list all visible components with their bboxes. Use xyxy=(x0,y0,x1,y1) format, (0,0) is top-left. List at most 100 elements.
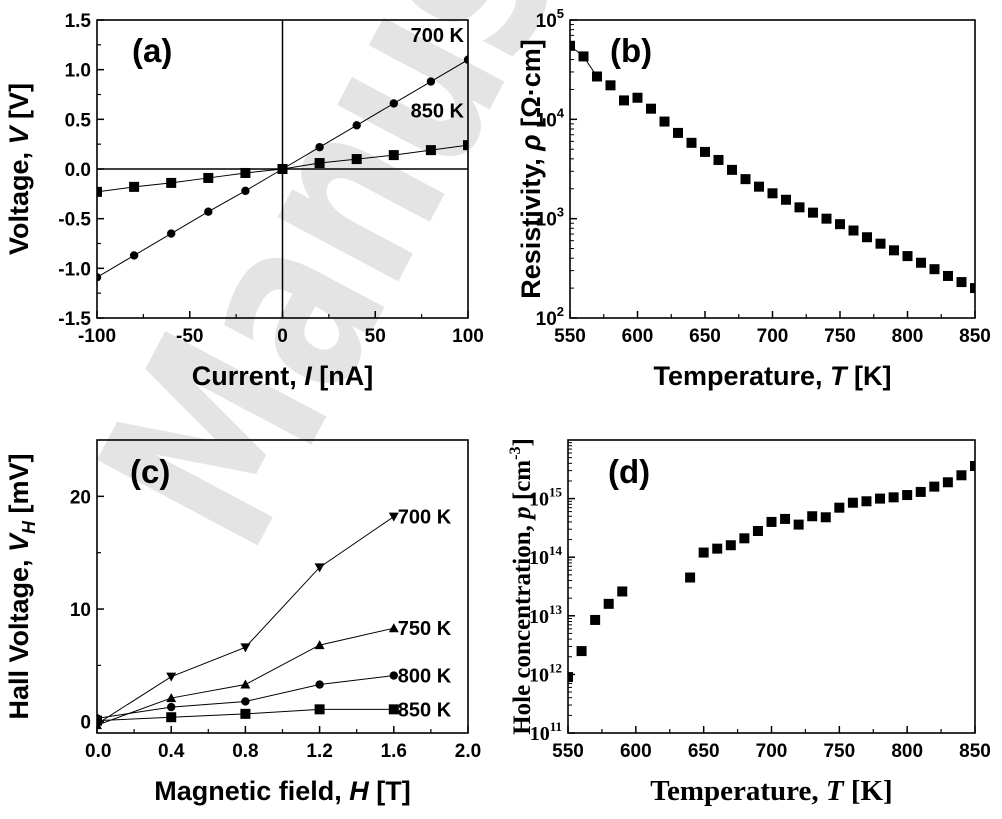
y-tick-label: 1011 xyxy=(530,719,562,745)
data-point xyxy=(388,704,399,715)
y-tick-exponent: 2 xyxy=(557,304,564,319)
y-tick-label: 1014 xyxy=(529,543,563,569)
x-axis-ticks: 0.0 0.4 0.8 1.2 1.6 2.0 xyxy=(85,726,481,762)
y-tick-base: 10 xyxy=(529,606,549,628)
x-tick-label: 100 xyxy=(452,326,484,347)
x-axis-label-variable: I xyxy=(304,361,312,391)
data-point xyxy=(129,251,139,260)
data-point xyxy=(166,177,177,188)
data-point xyxy=(929,481,940,492)
data-point xyxy=(739,533,750,544)
y-axis-label: Hole concentration, p [cm-3] xyxy=(507,438,536,735)
data-point xyxy=(727,164,737,175)
x-axis-label-unit: [K] xyxy=(847,361,892,391)
data-point xyxy=(166,693,177,703)
data-point xyxy=(835,219,845,230)
data-point xyxy=(97,186,102,197)
y-tick-label: -0.5 xyxy=(58,210,91,231)
y-tick-exponent: 14 xyxy=(549,543,563,558)
x-tick-label: 800 xyxy=(891,741,923,762)
data-point xyxy=(241,697,250,706)
y-tick-base: 10 xyxy=(536,11,557,32)
data-point xyxy=(389,671,398,680)
data-point xyxy=(388,150,399,161)
data-point xyxy=(166,672,177,682)
y-axis-ticks: 0 10 20 xyxy=(70,487,104,734)
y-axis-label-variable: p xyxy=(509,506,536,521)
data-point xyxy=(315,680,324,689)
x-axis-label: Temperature, T [K] xyxy=(650,775,892,807)
data-point xyxy=(389,99,398,108)
data-point xyxy=(861,496,872,507)
data-point xyxy=(834,502,845,513)
data-point xyxy=(352,121,361,130)
y-tick-exponent: 5 xyxy=(557,6,564,21)
data-point xyxy=(725,540,736,551)
data-point xyxy=(970,461,975,472)
y-axis-label-close: ] xyxy=(509,438,536,446)
y-tick-base: 10 xyxy=(536,210,557,231)
data-point xyxy=(576,646,587,657)
data-point xyxy=(915,486,926,497)
data-point xyxy=(632,92,643,103)
x-axis-label: Magnetic field, H [T] xyxy=(154,776,411,806)
x-tick-label: 550 xyxy=(554,326,586,347)
y-tick-exponent: 12 xyxy=(549,660,562,675)
x-tick-label: 800 xyxy=(892,326,924,347)
data-point xyxy=(314,704,325,715)
series-label: 700 K xyxy=(411,25,465,47)
data-point xyxy=(673,127,683,138)
data-point xyxy=(713,154,724,165)
panel-d: 550 600 650 700 750 800 8501011101210131014101… xyxy=(507,438,991,807)
data-point xyxy=(314,640,325,650)
data-point xyxy=(578,51,589,62)
data-point xyxy=(277,164,288,174)
y-tick-base: 10 xyxy=(536,309,557,330)
panel-label: (c) xyxy=(130,453,170,490)
series-label: 700 K xyxy=(398,507,452,529)
data-point xyxy=(314,158,325,169)
x-axis-ticks: -100 -50 0 50 100 xyxy=(78,311,484,347)
y-axis-label-unit: [Ω·cm] xyxy=(516,39,546,134)
data-point xyxy=(686,137,697,148)
x-tick-label: -100 xyxy=(78,326,116,347)
data-point xyxy=(204,207,213,216)
data-point xyxy=(740,174,751,185)
data-point xyxy=(388,623,399,633)
data-point xyxy=(592,71,602,82)
x-axis-label-text: Magnetic field, xyxy=(154,776,349,806)
data-point xyxy=(240,167,251,178)
x-tick-label: 700 xyxy=(756,741,788,762)
series-label: 850 K xyxy=(411,100,465,122)
data-point xyxy=(605,80,616,91)
y-tick-label: 1013 xyxy=(529,602,563,628)
data-point xyxy=(617,586,628,597)
y-tick-label: 1015 xyxy=(529,485,563,511)
y-tick-base: 10 xyxy=(536,110,557,131)
panel-a: -100 -50 0 50 100 -1.5 -1.0 -0.5 0.0 0.5 1.0 1.5 700… xyxy=(4,11,484,391)
x-tick-label: 2.0 xyxy=(455,741,481,762)
x-tick-label: 0 xyxy=(277,326,288,347)
x-tick-label: 50 xyxy=(365,326,386,347)
x-axis-label-variable: H xyxy=(349,776,369,806)
data-point xyxy=(767,188,778,199)
panel-c: 0.0 0.4 0.8 1.2 1.6 2.0 0 10 20 700 K 750 K 800 K 85… xyxy=(4,439,481,806)
panel-b: 550 600 650 700 750 800 850102103104105(b)Temp… xyxy=(516,6,991,391)
data-point xyxy=(780,513,791,524)
data-point xyxy=(646,103,656,114)
y-tick-exponent: 15 xyxy=(549,485,563,500)
data-point xyxy=(570,40,575,51)
data-point xyxy=(240,643,251,653)
data-point xyxy=(603,598,614,609)
data-point xyxy=(754,181,764,192)
data-point xyxy=(314,563,325,573)
x-tick-label: 850 xyxy=(959,741,991,762)
panel-label: (a) xyxy=(132,32,172,69)
data-point xyxy=(848,225,859,236)
x-tick-label: -50 xyxy=(176,326,203,347)
x-tick-label: 650 xyxy=(688,741,720,762)
x-axis-label: Current, I [nA] xyxy=(192,361,374,391)
y-axis-label-unit: [mV] xyxy=(4,453,34,521)
